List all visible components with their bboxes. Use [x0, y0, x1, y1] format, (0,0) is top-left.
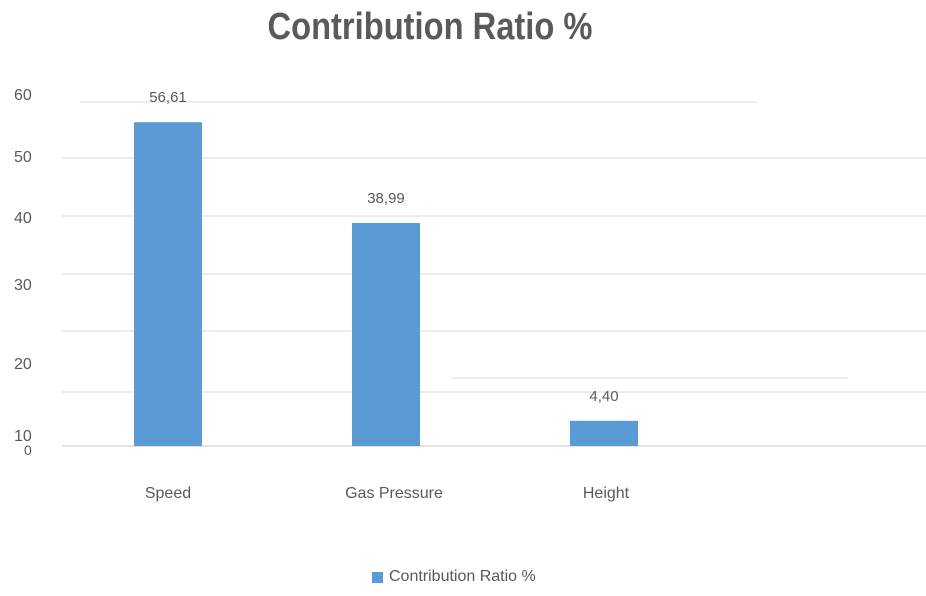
data-labels: 56,61 38,99 4,40: [149, 89, 618, 405]
gridlines: [62, 101, 926, 447]
data-label: 56,61: [149, 89, 187, 106]
y-tick-label: 30: [14, 277, 32, 294]
bar-height: [570, 420, 638, 446]
y-tick-label: 40: [14, 210, 32, 227]
y-tick-label: 10: [14, 428, 32, 445]
x-axis-ticks: Speed Gas Pressure Height: [145, 485, 630, 502]
x-tick-label: Gas Pressure: [345, 485, 443, 502]
y-axis-ticks: 10 20 30 40 50 60 0: [14, 87, 32, 458]
legend: Contribution Ratio %: [372, 568, 536, 586]
x-tick-label: Height: [583, 485, 630, 502]
chart-title: Contribution Ratio %: [267, 6, 593, 48]
y-tick-label-zero: 0: [24, 442, 32, 458]
y-tick-label: 60: [14, 87, 32, 104]
x-tick-label: Speed: [145, 485, 191, 502]
y-tick-label: 50: [14, 149, 32, 166]
bars: [134, 122, 638, 447]
legend-swatch: [372, 571, 383, 583]
bar-gas-pressure: [352, 222, 420, 446]
bar-speed: [134, 122, 202, 447]
data-label: 4,40: [589, 388, 618, 405]
legend-label: Contribution Ratio %: [389, 568, 536, 585]
y-tick-label: 20: [14, 356, 32, 373]
data-label: 38,99: [367, 190, 405, 207]
